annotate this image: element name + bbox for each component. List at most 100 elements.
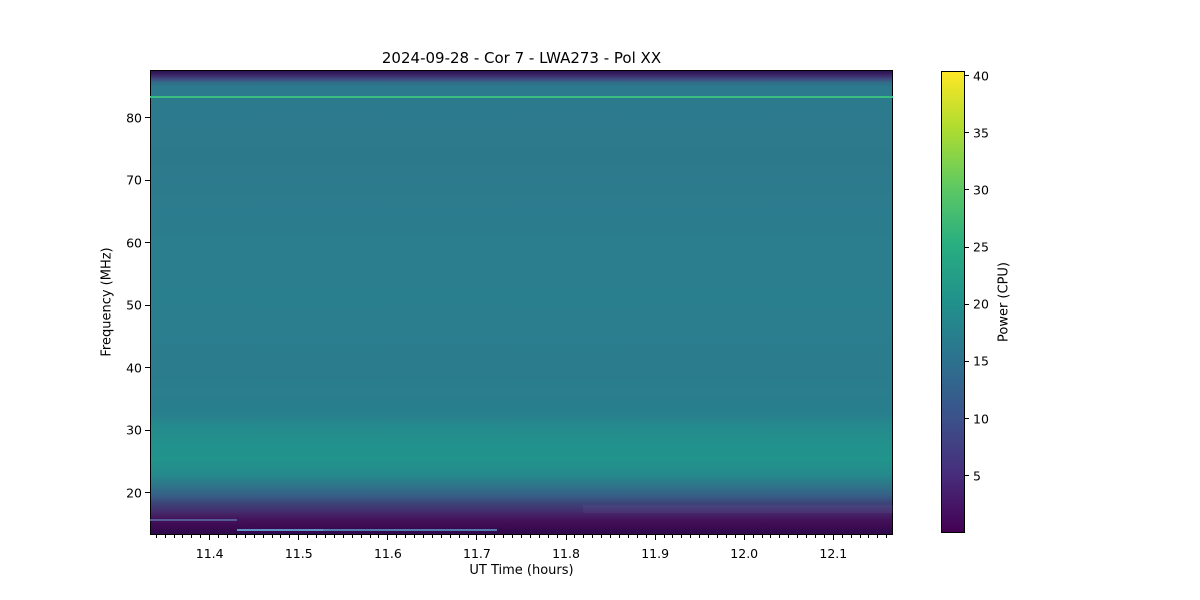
colorbar-tick xyxy=(965,475,969,477)
x-minor-tick xyxy=(289,535,291,538)
x-minor-tick xyxy=(645,535,647,538)
x-minor-tick xyxy=(538,535,540,538)
x-minor-tick xyxy=(440,535,442,538)
x-minor-tick xyxy=(877,535,879,538)
x-minor-tick xyxy=(547,535,549,538)
chart-title: 2024-09-28 - Cor 7 - LWA273 - Pol XX xyxy=(381,49,662,67)
narrowband-line-83mhz xyxy=(150,96,893,98)
x-axis-label: UT Time (hours) xyxy=(469,563,574,578)
x-minor-tick xyxy=(521,535,522,538)
y-tick-label: 50 xyxy=(126,297,142,313)
colorbar-tick xyxy=(965,132,969,134)
x-minor-tick xyxy=(369,535,371,538)
x-minor-tick xyxy=(556,535,558,538)
heatmap-plot-area: 11.4 11.5 11.6 11.7 11.8 11.9 12.0 12.1 20 30 40 50… xyxy=(126,70,893,561)
x-minor-tick xyxy=(797,535,799,538)
x-minor-tick xyxy=(734,535,736,538)
x-minor-tick xyxy=(191,535,193,538)
x-tick xyxy=(743,535,745,540)
x-minor-tick xyxy=(663,535,665,538)
colorbar-tick xyxy=(965,303,969,305)
colorbar-tick xyxy=(965,246,969,248)
colorbar xyxy=(941,71,965,533)
colorbar-tick-label: 10 xyxy=(973,411,989,427)
x-tick-label: 11.9 xyxy=(641,546,670,561)
colorbar-label: Power (CPU) xyxy=(996,261,1012,343)
x-minor-tick xyxy=(725,535,727,538)
x-minor-tick xyxy=(618,535,620,538)
y-tick xyxy=(145,242,150,243)
x-tick xyxy=(387,535,389,540)
colorbar-tick-label: 5 xyxy=(973,468,981,484)
x-minor-tick xyxy=(850,535,852,538)
x-minor-tick xyxy=(325,535,326,538)
x-minor-tick xyxy=(636,535,638,538)
x-minor-tick xyxy=(467,535,469,538)
x-minor-tick xyxy=(342,535,344,538)
x-tick xyxy=(832,535,834,540)
x-minor-tick xyxy=(672,535,674,538)
x-minor-tick xyxy=(307,535,309,538)
x-minor-tick xyxy=(681,535,683,538)
x-minor-tick xyxy=(360,535,362,538)
y-tick xyxy=(145,117,150,118)
x-minor-tick xyxy=(235,535,237,538)
x-tick-label: 11.6 xyxy=(373,546,402,561)
y-tick-label: 80 xyxy=(126,110,142,125)
x-minor-tick xyxy=(699,535,701,538)
x-minor-tick xyxy=(262,535,264,538)
x-minor-tick xyxy=(886,535,888,538)
x-tick xyxy=(476,535,478,540)
colorbar-tick-label: 40 xyxy=(973,68,989,84)
heatmap-image xyxy=(150,70,893,535)
x-tick-label: 11.8 xyxy=(552,546,580,561)
x-minor-tick xyxy=(173,535,175,538)
y-tick-label: 20 xyxy=(126,485,142,500)
y-tick xyxy=(145,429,150,431)
x-tick-label: 12.0 xyxy=(730,546,759,561)
faint-line-segment-b1 xyxy=(237,529,323,531)
x-minor-tick xyxy=(752,535,754,538)
colorbar-tick-label: 35 xyxy=(973,125,989,141)
x-minor-tick xyxy=(868,535,870,538)
y-tick xyxy=(145,492,150,493)
x-minor-tick xyxy=(405,535,407,538)
colorbar-tick xyxy=(965,360,969,362)
x-tick-label: 11.7 xyxy=(463,546,491,561)
x-minor-tick xyxy=(806,535,808,538)
y-tick-label: 30 xyxy=(126,422,142,438)
x-minor-tick xyxy=(253,535,255,538)
faint-line-segment-a xyxy=(150,519,237,521)
x-minor-tick xyxy=(512,535,514,538)
x-minor-tick xyxy=(841,535,843,538)
y-tick xyxy=(145,367,150,368)
colorbar-tick xyxy=(965,189,969,191)
x-tick-label: 11.5 xyxy=(284,546,313,561)
x-minor-tick xyxy=(583,535,585,538)
faint-line-segment-b2 xyxy=(323,529,497,531)
x-minor-tick xyxy=(280,535,282,538)
colorbar-tick-label: 15 xyxy=(973,353,989,369)
x-minor-tick xyxy=(574,535,576,538)
faint-lighter-patch xyxy=(583,505,893,513)
colorbar-tick-label: 30 xyxy=(973,182,989,198)
x-minor-tick xyxy=(333,535,335,538)
x-minor-tick xyxy=(761,535,763,538)
x-minor-tick xyxy=(823,535,825,538)
y-tick xyxy=(145,179,150,181)
x-minor-tick xyxy=(271,535,273,538)
x-minor-tick xyxy=(200,535,202,538)
x-minor-tick xyxy=(218,535,220,538)
y-tick-label: 70 xyxy=(126,172,142,188)
x-minor-tick xyxy=(716,535,718,538)
colorbar-tick-label: 25 xyxy=(973,239,989,255)
x-minor-tick xyxy=(431,535,433,538)
y-tick xyxy=(145,304,150,306)
x-tick-label: 11.4 xyxy=(195,546,224,561)
x-minor-tick xyxy=(610,535,612,538)
x-tick xyxy=(209,535,211,540)
colorbar-tick-label: 20 xyxy=(973,296,989,312)
x-minor-tick xyxy=(227,535,228,538)
x-minor-tick xyxy=(779,535,781,538)
